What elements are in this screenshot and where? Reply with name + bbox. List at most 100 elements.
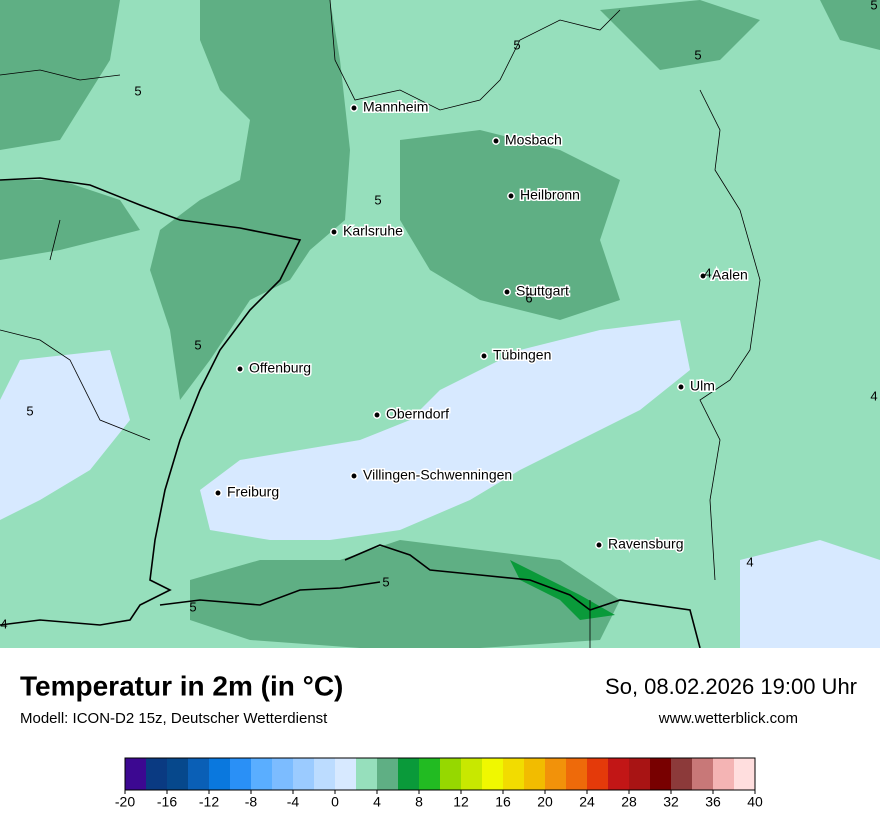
datetime: So, 08.02.2026 19:00 Uhr (605, 674, 857, 699)
contour-label: 6 (525, 290, 532, 305)
map-background (0, 0, 880, 648)
map: Mannheim Mosbach Heilbronn Karlsruhe Aalen St… (0, 0, 880, 648)
colorbar-tick-label: 36 (705, 794, 721, 810)
title: Temperatur in 2m (in °C) (20, 670, 343, 701)
colorbar-segment (650, 758, 672, 790)
contour-label: 5 (870, 0, 877, 12)
colorbar-segment (713, 758, 735, 790)
colorbar-segment (209, 758, 231, 790)
colorbar-segment (377, 758, 399, 790)
colorbar-tick-label: -12 (199, 794, 219, 810)
city-dot (595, 541, 603, 549)
model: Modell: ICON-D2 15z, Deutscher Wetterdie… (20, 710, 328, 727)
contour-label: 5 (513, 37, 520, 52)
colorbar-segment (335, 758, 357, 790)
colorbar-segment (230, 758, 252, 790)
city-dot (503, 288, 511, 296)
colorbar-frame (124, 757, 756, 791)
city-dot (214, 489, 222, 497)
colorbar-segment (293, 758, 315, 790)
contour-label: 4 (870, 388, 877, 403)
city-dot (350, 472, 358, 480)
colorbar-tick-label: -4 (287, 794, 300, 810)
colorbar-segment (251, 758, 273, 790)
colorbar-segment (461, 758, 483, 790)
colorbar-segment (398, 758, 420, 790)
warm-region (190, 540, 620, 648)
city-label: Stuttgart (516, 283, 569, 299)
contour-label: 5 (382, 574, 389, 589)
warm-region (0, 180, 140, 260)
colorbar-segment (167, 758, 189, 790)
colorbar-segment (272, 758, 294, 790)
colorbar-segment (356, 758, 378, 790)
contour-label: 4 (704, 265, 711, 280)
colorbar-segment (440, 758, 462, 790)
warm-region (600, 0, 880, 70)
warm-region (400, 130, 620, 320)
city-label: Mosbach (505, 132, 562, 148)
colorbar-segment (587, 758, 609, 790)
boundary (0, 0, 761, 648)
colorbar-tick-label: 12 (453, 794, 469, 810)
colorbar-segment (146, 758, 168, 790)
city-dot (699, 272, 707, 280)
colorbar-tick-label: 20 (537, 794, 553, 810)
colorbar-tick-label: 28 (621, 794, 637, 810)
city-dot (677, 383, 685, 391)
contour-label: 5 (194, 337, 201, 352)
colorbar-tick-label: 0 (331, 794, 339, 810)
website: www.wetterblick.com (658, 710, 798, 727)
city-dot (236, 365, 244, 373)
cool-region (200, 320, 690, 540)
border (159, 581, 381, 606)
city-label: Mannheim (363, 99, 428, 115)
colorbar-tick-label: 40 (747, 794, 763, 810)
city-label: Offenburg (249, 360, 311, 376)
colorbar: -20 -16 -12 -8 -4 0 4 8 12 16 20 24 28 32 36 40 (115, 757, 763, 810)
cool-region (0, 350, 880, 648)
contour-label: 5 (189, 599, 196, 614)
city-dot (350, 104, 358, 112)
colorbar-segment (629, 758, 651, 790)
colorbar-segment (503, 758, 525, 790)
warm-region (150, 0, 350, 400)
colorbar-segment (608, 758, 630, 790)
contour-label: 4 (0, 616, 7, 631)
city-label: Karlsruhe (343, 223, 403, 239)
city-label: Tübingen (493, 347, 551, 363)
warm-core (510, 560, 615, 620)
city-dot (480, 352, 488, 360)
city-label: Ravensburg (608, 536, 684, 552)
contour-label: 5 (374, 192, 381, 207)
colorbar-segment (692, 758, 714, 790)
colorbar-tick-label: 24 (579, 794, 595, 810)
colorbar-segment (671, 758, 693, 790)
colorbar-tick-label: 4 (373, 794, 381, 810)
city-label: Oberndorf (386, 406, 449, 422)
border (0, 177, 302, 626)
contour-label: 5 (26, 403, 33, 418)
city-dot (507, 192, 515, 200)
colorbar-segment (188, 758, 210, 790)
colorbar-tick-label: -20 (115, 794, 135, 810)
city-label: Freiburg (227, 484, 279, 500)
colorbar-tick-label: -8 (245, 794, 258, 810)
contour-label: 5 (134, 83, 141, 98)
city-dot (373, 411, 381, 419)
contour-label: 5 (694, 47, 701, 62)
city-label: Villingen-Schwenningen (363, 467, 512, 483)
city-dot (492, 137, 500, 145)
city-label: Ulm (690, 378, 715, 394)
colorbar-segment (482, 758, 504, 790)
border (344, 544, 701, 648)
contour-label: 4 (746, 554, 753, 569)
colorbar-segment (545, 758, 567, 790)
colorbar-tick-label: 32 (663, 794, 679, 810)
footer: Temperatur in 2m (in °C) Modell: ICON-D2… (20, 670, 857, 810)
city-dot (330, 228, 338, 236)
colorbar-segment (314, 758, 336, 790)
colorbar-tick-label: -16 (157, 794, 177, 810)
colorbar-tick-label: 16 (495, 794, 511, 810)
